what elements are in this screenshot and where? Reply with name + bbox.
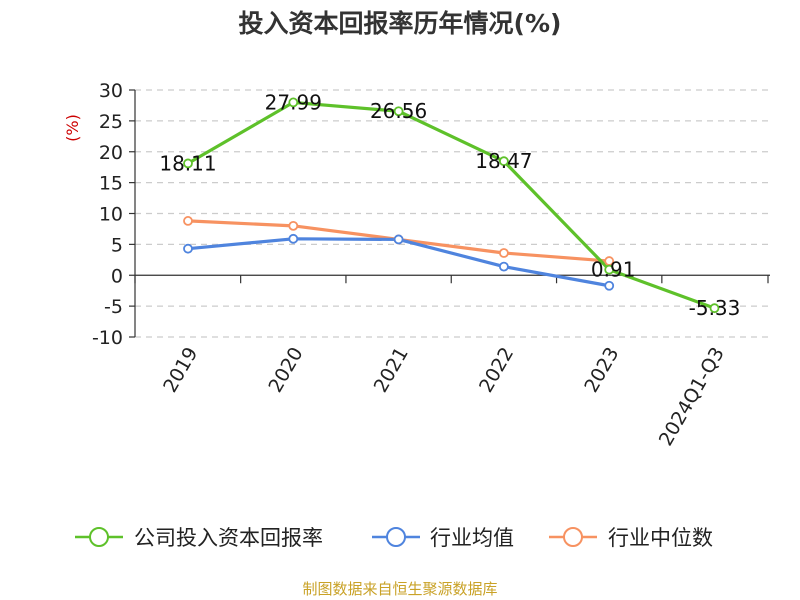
source-note: 制图数据来自恒生聚源数据库 — [302, 580, 497, 598]
data-label: 18.11 — [159, 151, 216, 175]
y-axis-unit-label: (%) — [63, 114, 82, 142]
series-point — [498, 261, 509, 272]
series-point — [183, 243, 193, 254]
x-tick-label: 2023 — [580, 344, 623, 397]
series-line — [187, 100, 716, 310]
y-tick-label: 30 — [99, 80, 123, 102]
x-tick-label: 2020 — [264, 344, 307, 397]
y-tick-labels: 30 25 20 15 10 5 0 -5 -10 — [92, 80, 123, 349]
x-tick-label: 2021 — [370, 344, 413, 397]
x-tick-label: 2022 — [475, 344, 518, 397]
series-point — [183, 158, 193, 169]
series-point — [393, 234, 404, 245]
data-labels: 18.11 27.99 26.56 18.47 0.91 -5.33 — [159, 90, 740, 320]
x-tick-labels: 2019 2020 2021 2022 2023 2024Q1-Q3 — [159, 344, 729, 450]
data-label: 26.56 — [370, 99, 427, 123]
y-tick-label: -5 — [104, 296, 123, 318]
y-tick-label: 0 — [111, 265, 123, 287]
legend-label: 行业中位数 — [608, 526, 713, 550]
series-point — [709, 303, 720, 314]
data-label: 0.91 — [591, 258, 636, 282]
axes — [129, 89, 770, 338]
y-tick-label: 20 — [99, 142, 123, 164]
series-points — [183, 97, 720, 314]
series-point — [498, 248, 509, 258]
y-tick-label: -10 — [92, 327, 123, 349]
legend-swatch-marker — [386, 527, 406, 547]
legend-swatch-marker — [563, 527, 583, 547]
series-point — [498, 156, 509, 167]
gridlines — [135, 89, 770, 338]
data-label: 18.47 — [475, 149, 532, 173]
legend-label: 公司投入资本回报率 — [134, 526, 323, 550]
data-label: -5.33 — [689, 296, 741, 320]
series-point — [183, 216, 193, 226]
series-point — [393, 106, 404, 117]
series-line — [187, 237, 610, 288]
series-point — [288, 97, 299, 108]
y-tick-label: 5 — [111, 234, 123, 256]
series-point — [288, 233, 299, 244]
series-point — [288, 220, 299, 231]
legend-label: 行业均值 — [430, 526, 514, 550]
y-tick-label: 15 — [99, 173, 123, 195]
y-tick-label: 10 — [99, 204, 123, 226]
x-tick-label: 2019 — [159, 344, 202, 397]
y-tick-label: 25 — [99, 111, 123, 133]
series-point — [604, 280, 615, 291]
data-label: 27.99 — [265, 90, 322, 114]
x-tick-label: 2024Q1-Q3 — [655, 344, 729, 450]
legend-swatch-marker — [89, 527, 109, 547]
chart-title: 投入资本回报率历年情况(%) — [239, 9, 562, 38]
series-point — [604, 264, 615, 275]
legend: 公司投入资本回报率 行业均值 行业中位数 — [75, 526, 713, 550]
